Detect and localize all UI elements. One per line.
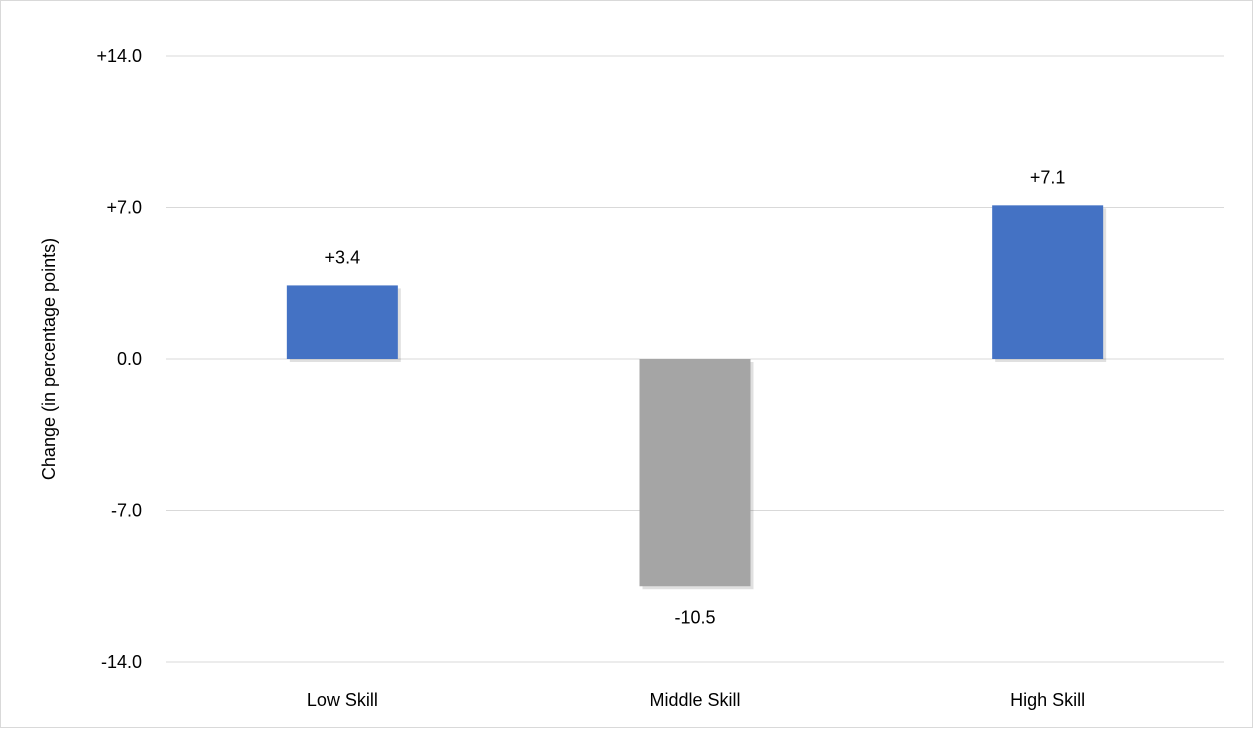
bar bbox=[286, 285, 398, 359]
y-tick-label: -7.0 bbox=[111, 501, 142, 521]
bar bbox=[992, 205, 1104, 359]
data-labels: +3.4 -10.5 +7.1 bbox=[325, 167, 1066, 627]
y-tick-label: +14.0 bbox=[96, 46, 142, 66]
y-axis-title: Change (in percentage points) bbox=[39, 238, 59, 480]
category-label: Middle Skill bbox=[649, 690, 740, 710]
category-label: High Skill bbox=[1010, 690, 1085, 710]
bars bbox=[286, 205, 1107, 590]
data-label: +7.1 bbox=[1030, 167, 1066, 187]
data-label: +3.4 bbox=[325, 247, 361, 267]
x-axis-category-labels: Low Skill Middle Skill High Skill bbox=[307, 690, 1085, 710]
y-axis-tick-labels: +14.0 +7.0 0.0 -7.0 -14.0 bbox=[96, 46, 142, 672]
bar bbox=[639, 359, 751, 587]
data-label: -10.5 bbox=[674, 607, 715, 627]
category-label: Low Skill bbox=[307, 690, 378, 710]
y-tick-label: +7.0 bbox=[106, 198, 142, 218]
y-tick-label: -14.0 bbox=[101, 652, 142, 672]
y-tick-label: 0.0 bbox=[117, 349, 142, 369]
